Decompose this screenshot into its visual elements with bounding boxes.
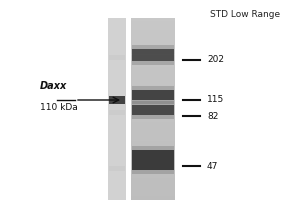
Bar <box>131 162 175 166</box>
Bar <box>109 166 125 170</box>
Bar <box>131 51 175 54</box>
Bar <box>131 76 175 79</box>
Bar <box>131 21 175 24</box>
Bar <box>131 18 175 21</box>
Text: STD Low Range: STD Low Range <box>210 10 280 19</box>
Bar <box>131 132 175 135</box>
Bar <box>131 187 175 190</box>
Bar <box>131 125 175 129</box>
Bar <box>132 61 174 65</box>
Bar <box>131 141 175 144</box>
Bar <box>131 150 175 153</box>
Text: 115: 115 <box>207 96 224 104</box>
Bar <box>131 172 175 175</box>
Bar <box>131 95 175 98</box>
Bar <box>132 150 174 170</box>
Bar <box>132 115 174 119</box>
Bar <box>131 166 175 169</box>
Bar <box>131 61 175 64</box>
Bar <box>131 116 175 119</box>
Bar <box>131 153 175 156</box>
Text: Daxx: Daxx <box>40 81 67 91</box>
Bar <box>131 104 175 107</box>
Bar <box>131 39 175 42</box>
Bar <box>131 79 175 82</box>
Bar <box>131 159 175 162</box>
Bar <box>132 90 174 100</box>
Text: 110 kDa: 110 kDa <box>40 102 78 112</box>
Bar <box>131 33 175 36</box>
Bar <box>131 113 175 116</box>
Bar <box>131 169 175 172</box>
Bar <box>131 122 175 125</box>
Bar <box>131 30 175 33</box>
Bar <box>131 110 175 113</box>
Bar <box>132 146 174 150</box>
Bar <box>131 24 175 27</box>
Bar <box>131 88 175 92</box>
Bar <box>109 110 125 115</box>
Bar <box>132 45 174 49</box>
Bar <box>131 92 175 95</box>
Bar <box>131 190 175 193</box>
Bar <box>131 45 175 48</box>
Text: 202: 202 <box>207 55 224 64</box>
Text: 47: 47 <box>207 162 218 171</box>
Bar <box>131 147 175 150</box>
Bar <box>132 49 174 61</box>
Bar <box>131 73 175 76</box>
Text: 82: 82 <box>207 112 218 121</box>
Bar <box>131 70 175 73</box>
Bar <box>109 54 125 60</box>
Bar <box>132 170 174 174</box>
Bar <box>131 175 175 178</box>
Bar <box>131 27 175 30</box>
Bar <box>131 184 175 187</box>
Bar <box>131 138 175 141</box>
Bar <box>131 135 175 138</box>
Bar <box>131 36 175 39</box>
Bar <box>131 107 175 110</box>
Bar <box>132 100 174 104</box>
Bar <box>132 86 174 90</box>
Bar <box>131 18 175 200</box>
Bar <box>131 54 175 58</box>
Bar <box>131 67 175 70</box>
Bar <box>131 85 175 88</box>
Bar <box>131 48 175 51</box>
Bar <box>131 196 175 199</box>
Bar <box>131 82 175 85</box>
Bar <box>131 101 175 104</box>
Bar <box>131 199 175 200</box>
Bar <box>132 105 174 115</box>
Bar <box>131 178 175 181</box>
Bar <box>131 156 175 159</box>
Bar <box>131 119 175 122</box>
Bar <box>131 129 175 132</box>
Bar <box>131 58 175 61</box>
Bar <box>131 181 175 184</box>
Bar <box>132 101 174 105</box>
Bar <box>131 193 175 196</box>
Bar <box>131 42 175 45</box>
Bar <box>131 64 175 67</box>
Bar <box>108 18 126 200</box>
Bar <box>131 98 175 101</box>
Bar <box>131 144 175 147</box>
Bar <box>109 96 125 104</box>
